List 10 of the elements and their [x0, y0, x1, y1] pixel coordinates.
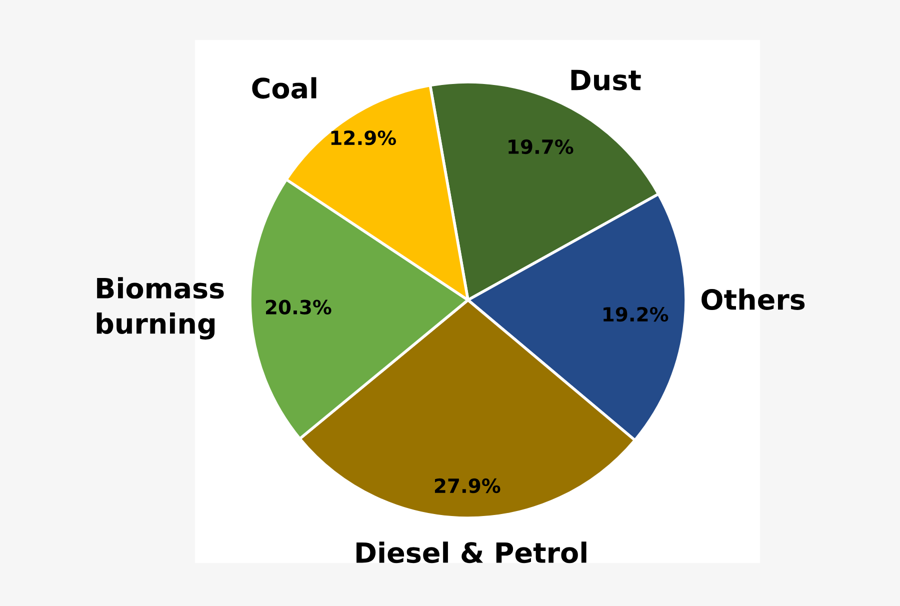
- data-label: 19.7%: [508, 139, 574, 154]
- slice-label: Diesel & Petrol: [356, 542, 586, 564]
- slice-label: Others: [702, 288, 805, 310]
- data-label: 20.3%: [266, 300, 332, 314]
- data-label: 12.9%: [331, 130, 396, 146]
- slice-label: Coal: [252, 77, 316, 99]
- data-label: 27.9%: [434, 478, 500, 494]
- slice-label: Biomass burning: [96, 277, 224, 340]
- data-label: 19.2%: [604, 306, 668, 322]
- slice-label: Dust: [571, 70, 641, 90]
